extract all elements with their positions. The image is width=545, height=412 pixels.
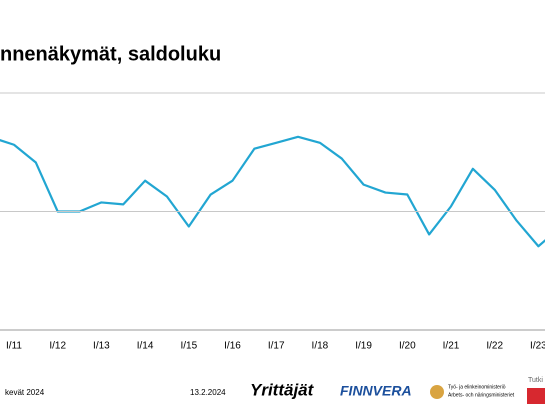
- x-tick-label: I/21: [443, 341, 460, 352]
- x-tick-label: I/14: [137, 341, 154, 352]
- x-tick-label: I/16: [224, 341, 241, 352]
- footer-source: kevät 2024: [5, 388, 45, 397]
- x-tick-label: I/13: [93, 341, 110, 352]
- x-tick-label: I/20: [399, 341, 416, 352]
- corner-logo: [527, 388, 545, 404]
- ministry-fi: Työ- ja elinkeinoministeriö: [448, 384, 506, 390]
- x-tick-label: I/22: [486, 341, 503, 352]
- footer-date: 13.2.2024: [190, 388, 226, 397]
- x-tick-label: I/19: [355, 341, 372, 352]
- plot: [0, 135, 545, 248]
- logo-finnvera: FINNVERA: [340, 383, 412, 399]
- corner-text: Tutki: [528, 377, 543, 384]
- x-tick-label: I/18: [312, 341, 329, 352]
- data-line: [0, 135, 545, 248]
- x-axis: I/11 I/12 I/13 I/14 I/15 I/16 I/17 I/18 I/19 I/20…: [0, 92, 545, 352]
- logo-yrittajat: Yrittäjät: [250, 380, 315, 399]
- x-tick-label: I/17: [268, 341, 285, 352]
- x-tick-label: I/15: [180, 341, 197, 352]
- ministry-sv: Arbets- och näringsministeriet: [448, 392, 515, 398]
- chart-title: nnenäkymät, saldoluku: [0, 43, 221, 65]
- x-tick-label: I/12: [49, 341, 66, 352]
- ministry-emblem: [430, 385, 444, 399]
- x-tick-label: I/23: [530, 341, 545, 352]
- x-tick-label: I/11: [6, 341, 22, 352]
